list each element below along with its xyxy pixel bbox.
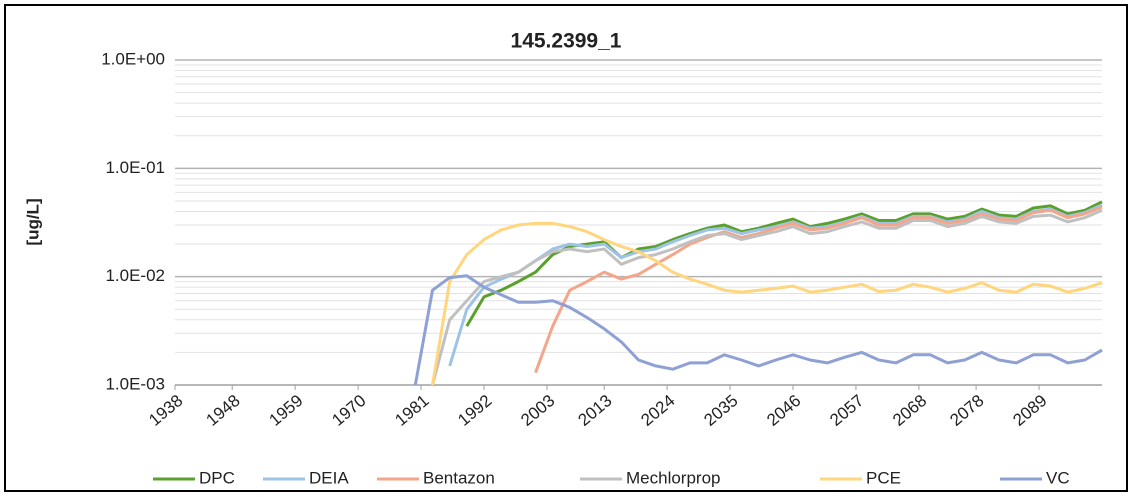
legend-label: VC [1046, 468, 1070, 487]
y-axis-label: [ug/L] [23, 198, 42, 245]
series-line [465, 200, 1103, 327]
series-line [448, 203, 1103, 367]
legend-label: DPC [199, 468, 235, 487]
legend-label: Bentazon [423, 468, 495, 487]
y-tick-label: 1.0E+00 [101, 49, 165, 68]
y-tick-label: 1.0E-03 [105, 374, 165, 393]
y-tick-label: 1.0E-02 [105, 266, 165, 285]
y-tick-label: 1.0E-01 [105, 158, 165, 177]
series-line [431, 208, 1103, 386]
series-line [413, 274, 1103, 386]
series-line [431, 221, 1103, 386]
series-line [534, 205, 1103, 374]
legend-label: DEIA [309, 468, 349, 487]
chart-title: 145.2399_1 [511, 30, 622, 53]
legend-label: Mechlorprop [626, 468, 721, 487]
legend-label: PCE [866, 468, 901, 487]
